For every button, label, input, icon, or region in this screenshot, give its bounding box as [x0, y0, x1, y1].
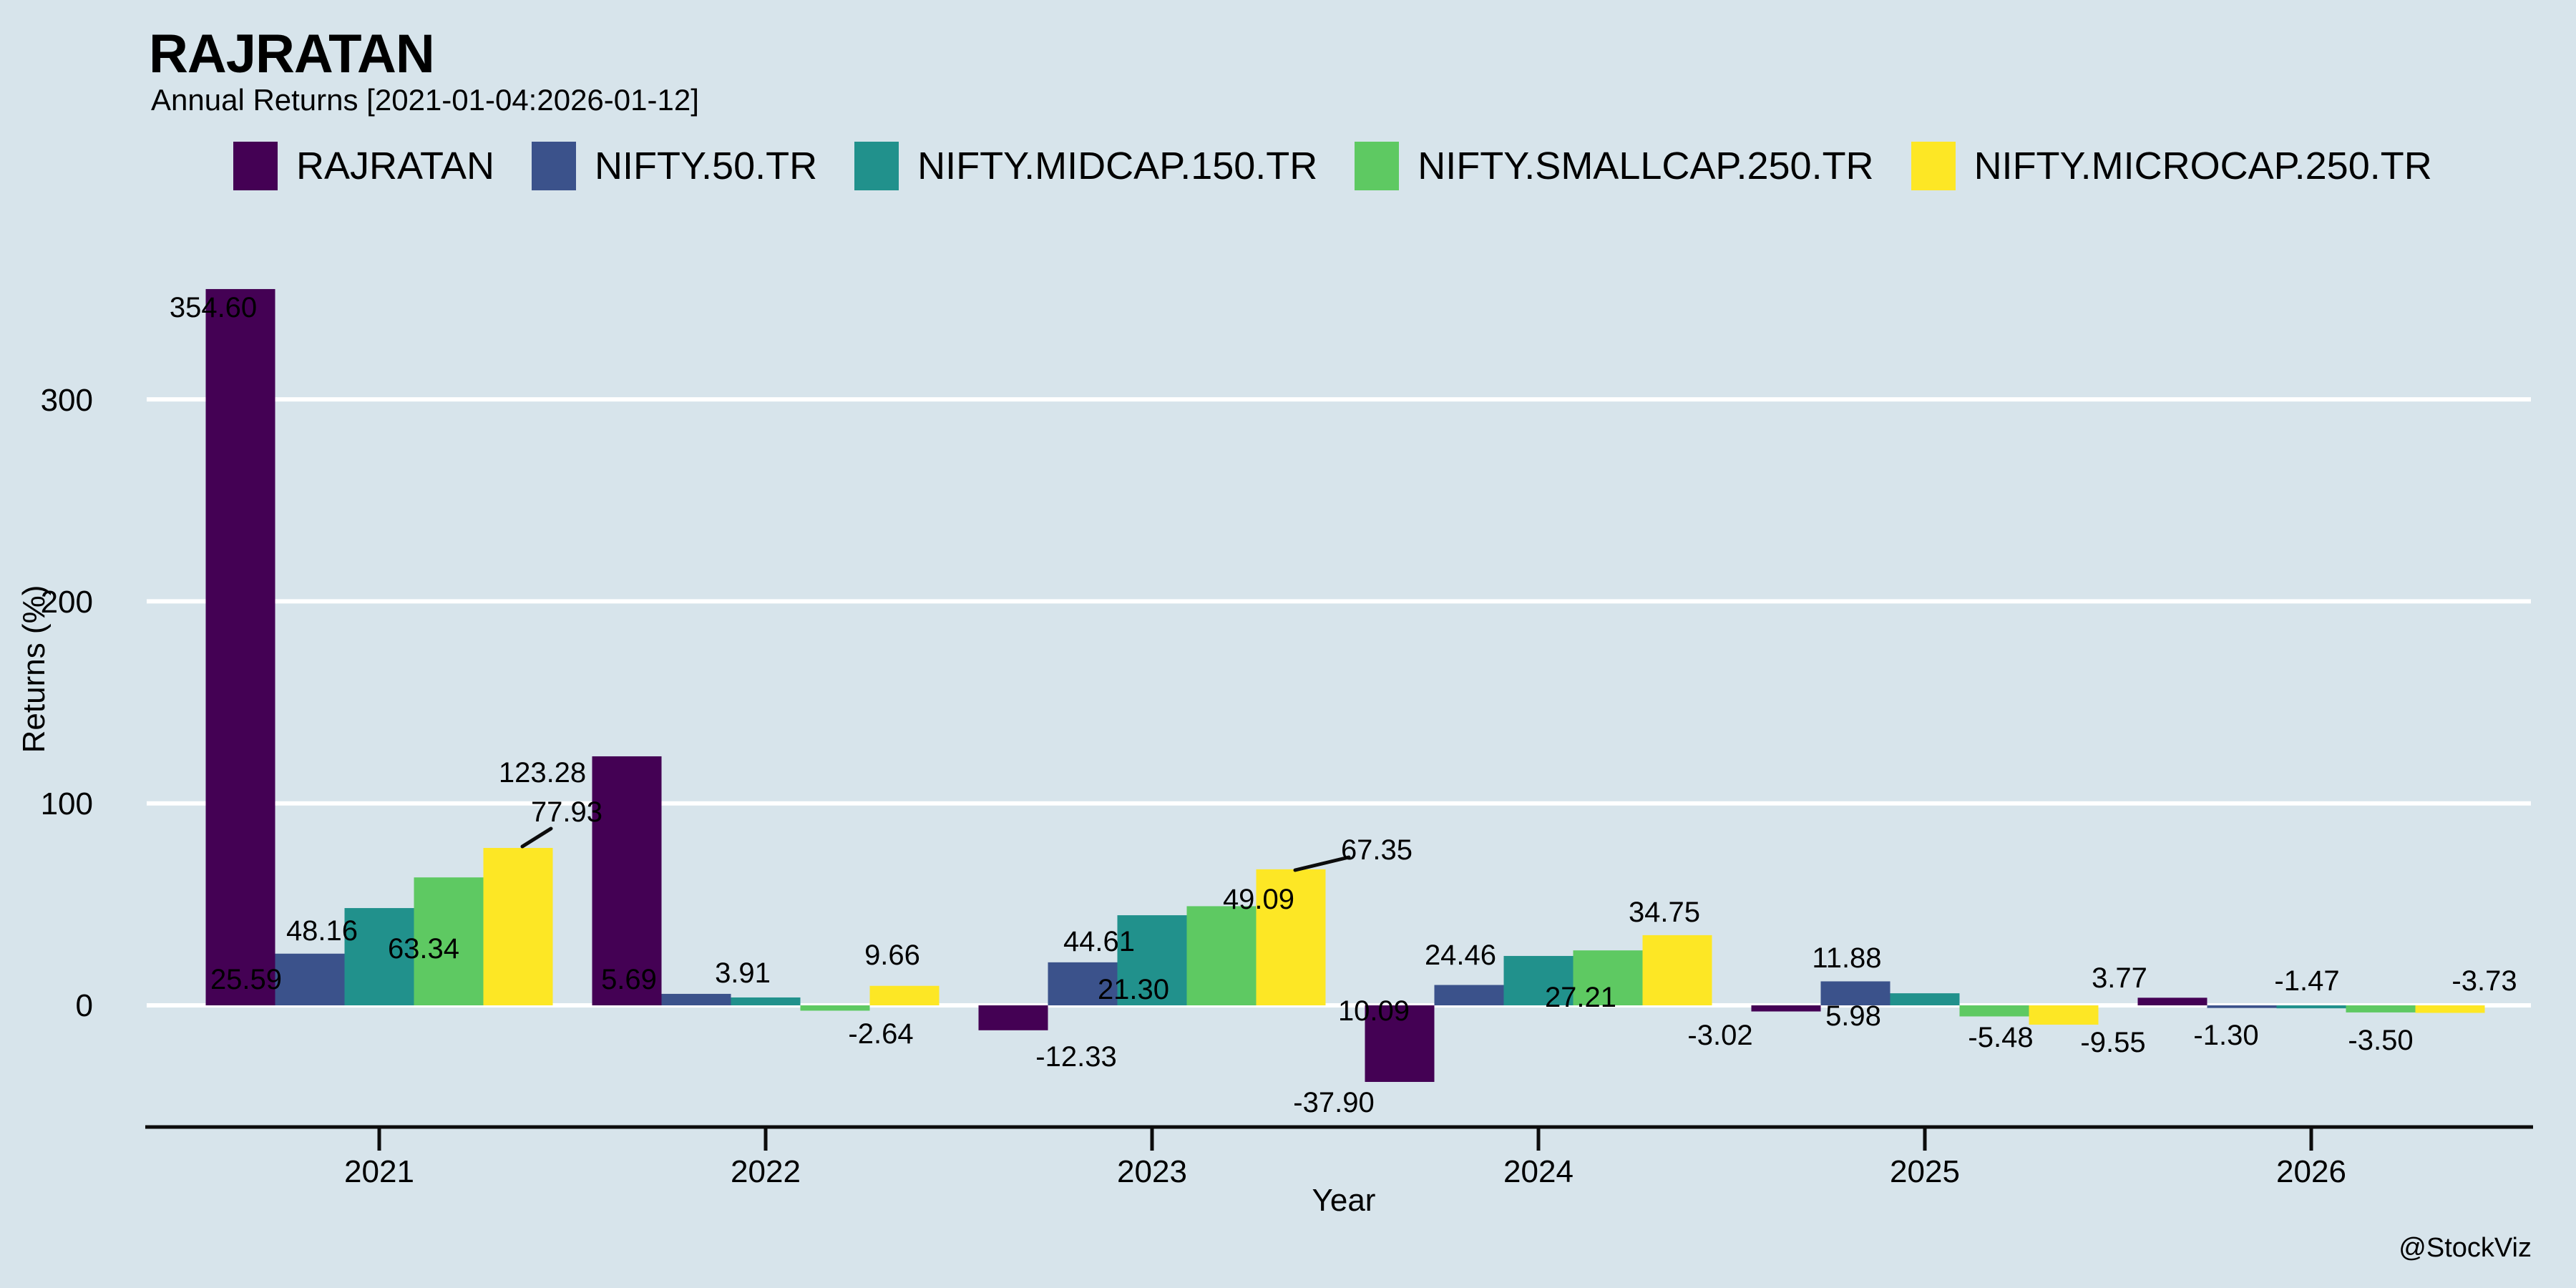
x-tick-label-2024: 2024 [1503, 1154, 1574, 1189]
legend-swatch-nifty-microcap-250-tr [1911, 142, 1956, 190]
chart-subtitle: Annual Returns [2021-01-04:2026-01-12] [151, 83, 699, 117]
value-label-2024-NIFTY.50.TR: 10.09 [1338, 995, 1410, 1027]
value-label-2025-NIFTY.SMALLCAP.250.TR: -5.48 [1968, 1022, 2033, 1053]
value-label-2021-NIFTY.MIDCAP.150.TR: 48.16 [286, 915, 358, 947]
bar-2023-NIFTY.SMALLCAP.250.TR [1186, 906, 1257, 1005]
bar-2026-RAJRATAN [2137, 997, 2207, 1005]
value-label-2026-NIFTY.MICROCAP.250.TR: -3.73 [2451, 965, 2517, 997]
value-label-2025-NIFTY.MIDCAP.150.TR: 5.98 [1825, 1000, 1881, 1032]
value-label-2022-RAJRATAN: 123.28 [499, 757, 586, 789]
value-label-2025-RAJRATAN: -3.02 [1687, 1020, 1752, 1051]
value-labels: 354.60 123.28 -12.33 -37.90 -3.02 3.77 25.59 5.… [170, 292, 2517, 1118]
bar-2026-NIFTY.MICROCAP.250.TR [2415, 1005, 2485, 1013]
value-label-2024-NIFTY.MIDCAP.150.TR: 24.46 [1425, 940, 1496, 971]
bar-2022-NIFTY.MIDCAP.150.TR [731, 997, 801, 1005]
value-label-2022-NIFTY.SMALLCAP.250.TR: -2.64 [848, 1018, 913, 1050]
bar-2025-NIFTY.SMALLCAP.250.TR [1959, 1005, 2029, 1017]
value-label-2021-RAJRATAN: 354.60 [170, 292, 257, 323]
x-axis-tick-marks [377, 1127, 2313, 1151]
value-label-2025-NIFTY.MICROCAP.250.TR: -9.55 [2080, 1027, 2145, 1058]
value-label-2024-NIFTY.MICROCAP.250.TR: 34.75 [1629, 897, 1700, 928]
bar-2022-NIFTY.MICROCAP.250.TR [869, 985, 940, 1005]
bar-2024-NIFTY.50.TR [1434, 985, 1504, 1005]
label-leader-line-2023-microcap [1293, 855, 1351, 872]
bar-2023-NIFTY.MICROCAP.250.TR [1256, 869, 1326, 1005]
y-tick-label: 100 [41, 786, 93, 821]
value-label-2024-NIFTY.SMALLCAP.250.TR: 27.21 [1545, 982, 1616, 1013]
bar-2024-NIFTY.MIDCAP.150.TR [1503, 955, 1574, 1005]
bar-2022-NIFTY.SMALLCAP.250.TR [800, 1005, 870, 1011]
x-axis-title: Year [1312, 1183, 1376, 1218]
bar-2021-RAJRATAN [205, 288, 275, 1005]
bar-2021-NIFTY.SMALLCAP.250.TR [414, 877, 484, 1005]
legend-label: NIFTY.50.TR [595, 145, 818, 187]
value-label-2023-NIFTY.MICROCAP.250.TR: 67.35 [1341, 834, 1413, 866]
bar-2025-NIFTY.MICROCAP.250.TR [2029, 1005, 2099, 1025]
y-tick-label: 0 [76, 988, 93, 1023]
value-label-2022-NIFTY.50.TR: 5.69 [601, 964, 657, 995]
chart-title: RAJRATAN [149, 24, 435, 84]
value-label-2023-RAJRATAN: -12.33 [1035, 1041, 1116, 1073]
bar-2022-RAJRATAN [592, 756, 662, 1005]
x-tick-label-2021: 2021 [344, 1154, 414, 1189]
legend-item-rajratan: RAJRATAN [233, 142, 494, 190]
value-label-2025-NIFTY.50.TR: 11.88 [1812, 942, 1881, 974]
value-label-2024-RAJRATAN: -37.90 [1293, 1087, 1374, 1118]
value-label-2026-RAJRATAN: 3.77 [2092, 962, 2147, 994]
value-label-2022-NIFTY.MIDCAP.150.TR: 3.91 [715, 957, 771, 989]
bar-2025-NIFTY.MIDCAP.150.TR [1890, 993, 1960, 1005]
legend-swatch-nifty-midcap-150-tr [854, 142, 899, 190]
label-leader-line-2021-microcap [520, 826, 553, 849]
bar-2025-NIFTY.50.TR [1820, 981, 1890, 1005]
x-tick-label-2023: 2023 [1117, 1154, 1187, 1189]
legend-label: RAJRATAN [296, 145, 495, 187]
value-label-2022-NIFTY.MICROCAP.250.TR: 9.66 [864, 940, 920, 971]
bar-2023-NIFTY.MIDCAP.150.TR [1117, 915, 1187, 1005]
bar-2026-NIFTY.MIDCAP.150.TR [2276, 1005, 2346, 1009]
bar-2025-RAJRATAN [1751, 1005, 1821, 1012]
bar-2024-NIFTY.MICROCAP.250.TR [1642, 935, 1712, 1005]
watermark: @StockViz [2399, 1233, 2532, 1263]
bar-2026-NIFTY.SMALLCAP.250.TR [2346, 1005, 2416, 1013]
legend-label: NIFTY.MICROCAP.250.TR [1974, 145, 2432, 187]
x-tick-label-2025: 2025 [1890, 1154, 1960, 1189]
bar-2023-RAJRATAN [978, 1005, 1048, 1030]
bar-2022-NIFTY.50.TR [661, 993, 731, 1005]
value-label-2021-NIFTY.50.TR: 25.59 [210, 964, 282, 995]
value-label-2023-NIFTY.MIDCAP.150.TR: 44.61 [1063, 926, 1135, 957]
value-label-2023-NIFTY.SMALLCAP.250.TR: 49.09 [1223, 884, 1294, 915]
y-axis-title: Returns (%) [16, 585, 52, 753]
x-tick-label-2026: 2026 [2276, 1154, 2346, 1189]
gridlines [147, 397, 2531, 1008]
value-label-2021-NIFTY.SMALLCAP.250.TR: 63.34 [388, 933, 459, 965]
y-tick-label: 200 [41, 585, 93, 620]
value-label-2026-NIFTY.50.TR: -1.30 [2193, 1020, 2258, 1051]
y-tick-label: 300 [41, 383, 93, 418]
value-label-2021-NIFTY.MICROCAP.250.TR: 77.93 [531, 796, 602, 828]
legend-item-nifty-midcap-150-tr: NIFTY.MIDCAP.150.TR [854, 142, 1317, 190]
legend: RAJRATAN NIFTY.50.TR NIFTY.MIDCAP.150.TR… [233, 142, 2432, 190]
bar-2021-NIFTY.MIDCAP.150.TR [344, 908, 414, 1005]
bars [205, 288, 2485, 1082]
legend-item-nifty-50-tr: NIFTY.50.TR [532, 142, 817, 190]
legend-label: NIFTY.SMALLCAP.250.TR [1418, 145, 1874, 187]
bar-2021-NIFTY.50.TR [275, 953, 345, 1005]
legend-swatch-nifty-smallcap-250-tr [1355, 142, 1400, 190]
bar-2024-NIFTY.SMALLCAP.250.TR [1573, 950, 1643, 1005]
legend-swatch-nifty-50-tr [532, 142, 577, 190]
legend-item-nifty-smallcap-250-tr: NIFTY.SMALLCAP.250.TR [1355, 142, 1874, 190]
bar-2023-NIFTY.50.TR [1048, 962, 1118, 1005]
x-tick-label-2022: 2022 [731, 1154, 801, 1189]
legend-swatch-rajratan [233, 142, 278, 190]
bar-2021-NIFTY.MICROCAP.250.TR [483, 848, 553, 1005]
legend-item-nifty-microcap-250-tr: NIFTY.MICROCAP.250.TR [1911, 142, 2432, 190]
bar-2024-RAJRATAN [1365, 1005, 1435, 1082]
value-label-2026-NIFTY.SMALLCAP.250.TR: -3.50 [2348, 1025, 2413, 1056]
value-label-2023-NIFTY.50.TR: 21.30 [1098, 974, 1169, 1005]
legend-label: NIFTY.MIDCAP.150.TR [917, 145, 1318, 187]
bar-2026-NIFTY.50.TR [2207, 1005, 2277, 1008]
value-label-2026-NIFTY.MIDCAP.150.TR: -1.47 [2274, 965, 2339, 997]
